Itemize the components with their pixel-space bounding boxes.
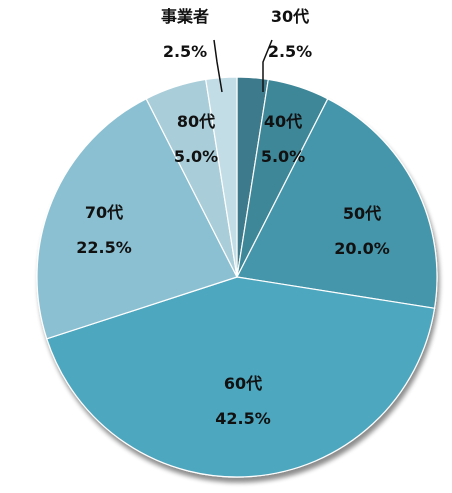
slice-label-value-2: 5.0% [261,147,305,166]
slice-label-name-4: 60代 [224,374,262,393]
slice-label-value-5: 22.5% [76,238,132,257]
pie-slice-5 [36,97,238,340]
pie-slice-3 [236,97,438,309]
slice-label-value-6: 5.0% [174,147,218,166]
slice-label-name-1: 30代 [271,7,309,26]
leader-lines [213,39,273,93]
data-labels: 30代 2.5% 40代 5.0% 50代 20.0% 60代 42.5% 70代 22.5% 80… [76,7,390,428]
pie-slice-7 [205,76,238,278]
slice-label-name-7: 事業者 [161,7,209,26]
leader-line-7 [213,39,223,93]
slice-label-name-2: 40代 [264,112,302,131]
slice-label-name-6: 80代 [177,112,215,131]
slice-label-name-3: 50代 [343,204,381,223]
slice-label-name-5: 70代 [85,203,123,222]
slice-label-value-3: 20.0% [334,239,390,258]
leader-line-1 [262,39,273,92]
pie-slices [36,76,438,478]
slice-label-value-4: 42.5% [215,409,271,428]
pie-slice-4 [46,276,436,478]
slice-label-value-7: 2.5% [163,42,207,61]
slice-label-value-1: 2.5% [268,42,312,61]
